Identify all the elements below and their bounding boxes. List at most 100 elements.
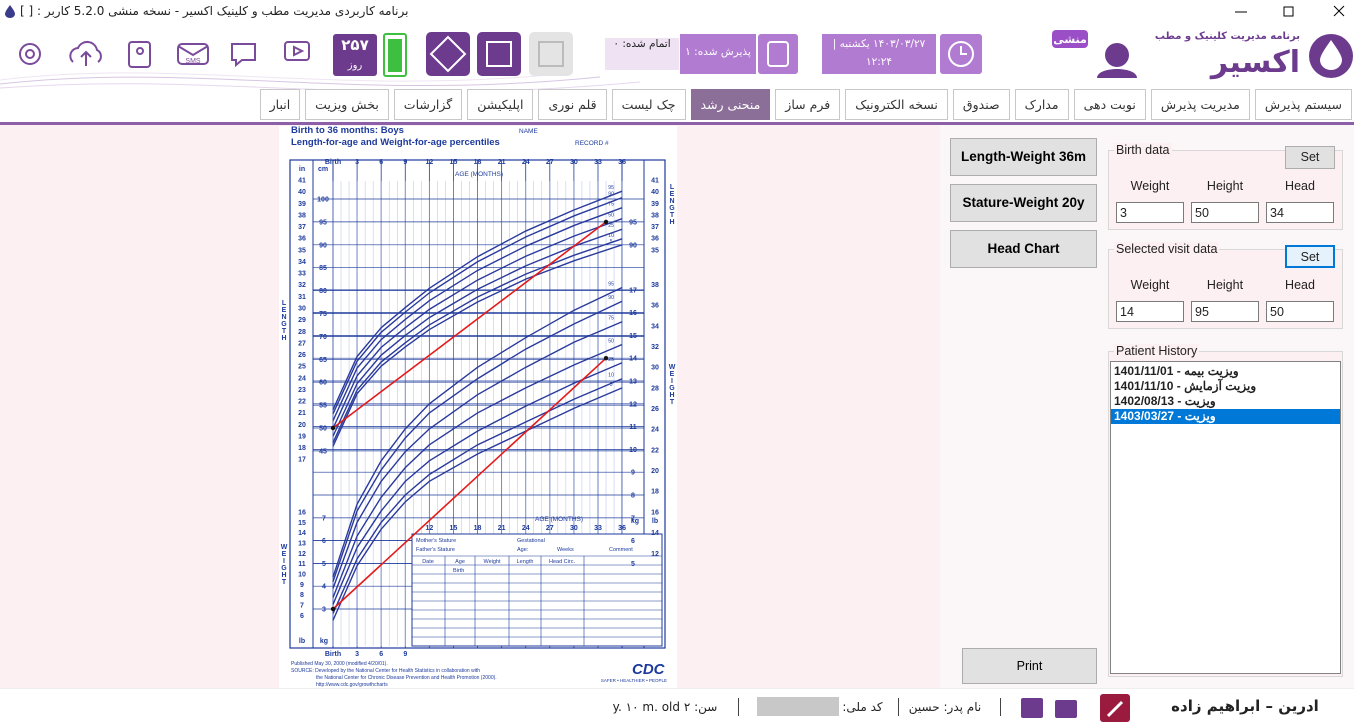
column-header: Age [455, 559, 465, 565]
tab[interactable]: اپلیکیشن [467, 89, 534, 120]
window-controls[interactable] [1230, 2, 1354, 22]
video-icon[interactable] [284, 41, 310, 61]
tick-label: 31 [298, 294, 306, 301]
set-button[interactable]: Set [1285, 245, 1335, 268]
close[interactable] [1333, 5, 1345, 17]
tick-label: 32 [651, 344, 659, 351]
tick-label: 27 [298, 340, 306, 347]
tick-label: 38 [651, 282, 659, 289]
logo-tile[interactable] [426, 32, 470, 76]
contact-icon[interactable] [128, 41, 151, 68]
kg-unit: kg [320, 638, 328, 645]
chart-subtitle: Length-for-age and Weight-for-age percen… [291, 137, 500, 148]
tick-label: 8 [300, 592, 304, 599]
tick-label: 10 [298, 571, 306, 578]
age-tick-label: 27 [546, 159, 554, 166]
clock-glyph [948, 41, 974, 67]
tab[interactable]: بخش ویزیت [305, 89, 389, 120]
field-input[interactable]: 95 [1191, 301, 1259, 322]
upload-icon[interactable] [69, 40, 102, 66]
field-input[interactable]: 50 [1191, 202, 1259, 223]
finished-count: اتمام شده: ۰ [613, 38, 671, 50]
weight-axis-label: WEIGHT [668, 364, 676, 406]
tab[interactable]: انبار [259, 89, 301, 120]
tick-label: 25 [298, 364, 306, 371]
chart-button[interactable]: Stature-Weight 20y [950, 184, 1097, 222]
field-input[interactable]: 3 [1116, 202, 1184, 223]
age-tick-label: 3 [355, 651, 359, 658]
field-label: Height [1206, 278, 1244, 292]
tab[interactable]: چک لیست [611, 89, 686, 120]
tick-label: 60 [319, 380, 327, 387]
history-item[interactable]: 1401/11/01 - ویزیت بیمه [1114, 364, 1239, 378]
age-label: AGE (MONTHS) [535, 516, 583, 523]
date-box [822, 34, 936, 74]
tick-label: 18 [298, 445, 306, 452]
tick-label: 75 [319, 311, 327, 318]
wave [0, 76, 601, 87]
history-item[interactable]: 1403/03/27 - ویزیت [1111, 409, 1340, 424]
chat-icon[interactable] [231, 43, 256, 68]
tab[interactable]: نسخه الکترونیک [845, 89, 948, 120]
days-value: ۲۵۷ [341, 36, 368, 54]
tick-label: 28 [298, 329, 306, 336]
tab[interactable]: فرم ساز [775, 89, 841, 120]
separator [1000, 698, 1001, 716]
tick-label: 30 [651, 365, 659, 372]
column-header: Weight [483, 559, 500, 565]
percentile-label: 75 [608, 202, 614, 208]
tab[interactable]: قلم نوری [538, 89, 607, 120]
percentile-label: 25 [608, 223, 614, 229]
maximize[interactable] [1283, 6, 1294, 17]
field-input[interactable]: 34 [1266, 202, 1334, 223]
history-item[interactable]: 1402/08/13 - ویزیت [1114, 394, 1216, 408]
chart-button[interactable]: Head Chart [950, 230, 1097, 268]
tick-label: 3 [322, 607, 326, 614]
percentile-curve [332, 238, 623, 443]
calendar-button[interactable] [1021, 698, 1043, 718]
tab[interactable]: صندوق [952, 89, 1010, 120]
tick-label: 41 [651, 178, 659, 185]
weight-axis-label: WEIGHT [280, 544, 288, 586]
tick-label: 100 [317, 197, 329, 204]
percentile-label: 10 [608, 373, 614, 379]
tab[interactable]: سیستم پذیرش [1254, 89, 1352, 120]
logo-tile[interactable] [477, 32, 521, 76]
cdc-logo: CDC [632, 661, 666, 678]
field-label: Head [1285, 179, 1315, 193]
tab[interactable]: منحنی رشد [690, 89, 771, 120]
document-button[interactable] [758, 34, 798, 74]
length-axis-label: LENGTH [668, 184, 675, 226]
tick-label: 12 [629, 401, 637, 408]
percentile-curve [332, 378, 623, 614]
toolbar-icons[interactable] [19, 40, 310, 68]
tick-label: 90 [629, 242, 637, 249]
age-tick-label: 21 [498, 159, 506, 166]
tab[interactable]: مدیریت پذیرش [1150, 89, 1250, 120]
set-button[interactable]: Set [1285, 146, 1335, 169]
tab[interactable]: گزارشات [393, 89, 463, 120]
avatar-body [1097, 69, 1137, 78]
print-button[interactable]: Print [962, 648, 1097, 684]
percentile-label: 50 [608, 213, 614, 219]
chart-button[interactable]: Length-Weight 36m [950, 138, 1097, 176]
tab[interactable]: مدارک [1014, 89, 1069, 120]
tick-label: 40 [651, 189, 659, 196]
history-item[interactable]: 1401/11/10 - ویزیت آزمایش [1114, 379, 1257, 393]
field-input[interactable]: 50 [1266, 301, 1334, 322]
field-input[interactable]: 14 [1116, 301, 1184, 322]
percentile-curve [332, 196, 623, 415]
tick-label: 34 [651, 323, 659, 330]
logo-tile[interactable] [529, 32, 573, 76]
tab[interactable]: نوبت دهی [1073, 89, 1146, 120]
mail-button[interactable] [1055, 700, 1077, 718]
settings-icon[interactable] [19, 43, 41, 65]
role-badge [1052, 30, 1088, 48]
status-icons[interactable] [1015, 692, 1135, 722]
birth-row: Birth [453, 568, 464, 574]
sms-icon[interactable] [177, 43, 209, 65]
tick-label: 95 [629, 219, 637, 226]
age-tick-label: 9 [403, 651, 407, 658]
age-tick-label: 6 [379, 651, 383, 658]
